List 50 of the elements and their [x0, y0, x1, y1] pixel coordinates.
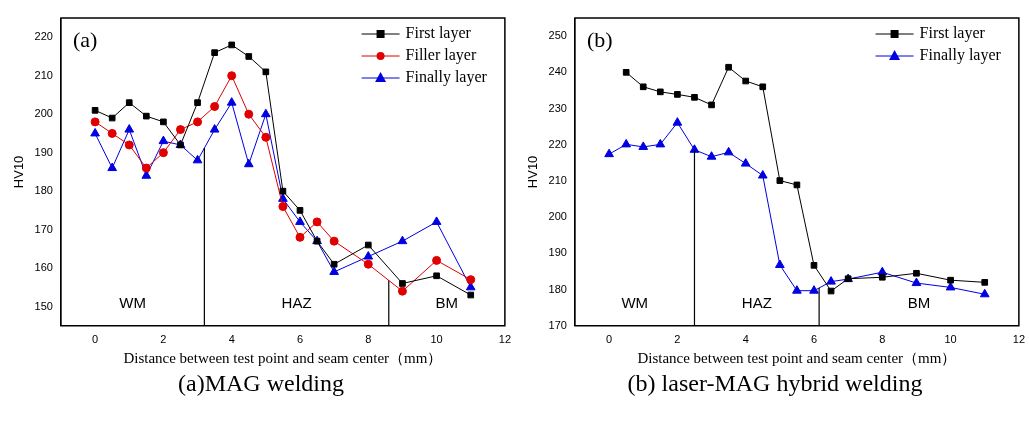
text: (a)MAG welding	[177, 370, 345, 397]
annotation: (b)	[586, 26, 613, 52]
legend-label: First layer	[919, 24, 986, 43]
y-tick-label: 200	[34, 107, 53, 120]
y-axis-title: HV10	[11, 155, 27, 189]
annotation: WM	[119, 293, 146, 311]
y-tick-label: 190	[548, 246, 567, 259]
x-tick-label: 6	[296, 333, 304, 346]
text: (b) laser-MAG hybrid welding	[626, 370, 924, 397]
x-tick-label: 12	[498, 333, 512, 346]
y-tick-label: 230	[548, 101, 567, 114]
annotation: BM	[435, 293, 459, 311]
y-tick-label: 200	[548, 210, 567, 223]
y-tick-label: 170	[34, 222, 53, 235]
y-tick-label: 180	[34, 184, 53, 197]
x-tick-label: 4	[742, 333, 749, 346]
x-axis-title: Distance between test point and seam center（mm）	[637, 349, 957, 366]
x-tick-label: 10	[944, 333, 957, 346]
x-tick-label: 12	[1012, 333, 1026, 346]
legend-label: Finally layer	[405, 68, 488, 87]
annotation: WM	[621, 293, 649, 311]
y-tick-label: 250	[548, 29, 567, 42]
y-tick-label: 170	[548, 318, 567, 331]
x-tick-label: 8	[365, 333, 372, 346]
y-tick-label: 160	[34, 261, 53, 274]
y-tick-label: 190	[34, 145, 53, 158]
x-tick-label: 4	[228, 333, 235, 346]
x-tick-label: 8	[879, 333, 886, 346]
x-tick-label: 0	[606, 333, 613, 346]
y-tick-label: 240	[548, 65, 567, 78]
x-tick-label: 2	[674, 333, 681, 346]
x-tick-label: 10	[430, 333, 443, 346]
annotation: HAZ	[741, 293, 772, 311]
y-tick-label: 180	[548, 282, 567, 295]
y-tick-label: 220	[548, 137, 567, 150]
x-tick-label: 6	[810, 333, 818, 346]
y-tick-label: 220	[34, 30, 53, 43]
y-axis-title: HV10	[525, 155, 541, 189]
legend-label: Finally layer	[919, 46, 1002, 65]
legend-label: Filler layer	[405, 46, 477, 65]
x-tick-label: 0	[92, 333, 99, 346]
x-axis-title: Distance between test point and seam center（mm）	[123, 349, 443, 366]
x-tick-label: 2	[160, 333, 167, 346]
annotation: (a)	[72, 26, 98, 52]
y-tick-label: 210	[548, 173, 567, 186]
y-tick-label: 210	[34, 68, 53, 81]
legend-label: First layer	[405, 24, 472, 43]
annotation: BM	[907, 293, 931, 311]
annotation: HAZ	[281, 293, 312, 311]
y-tick-label: 150	[34, 299, 53, 312]
